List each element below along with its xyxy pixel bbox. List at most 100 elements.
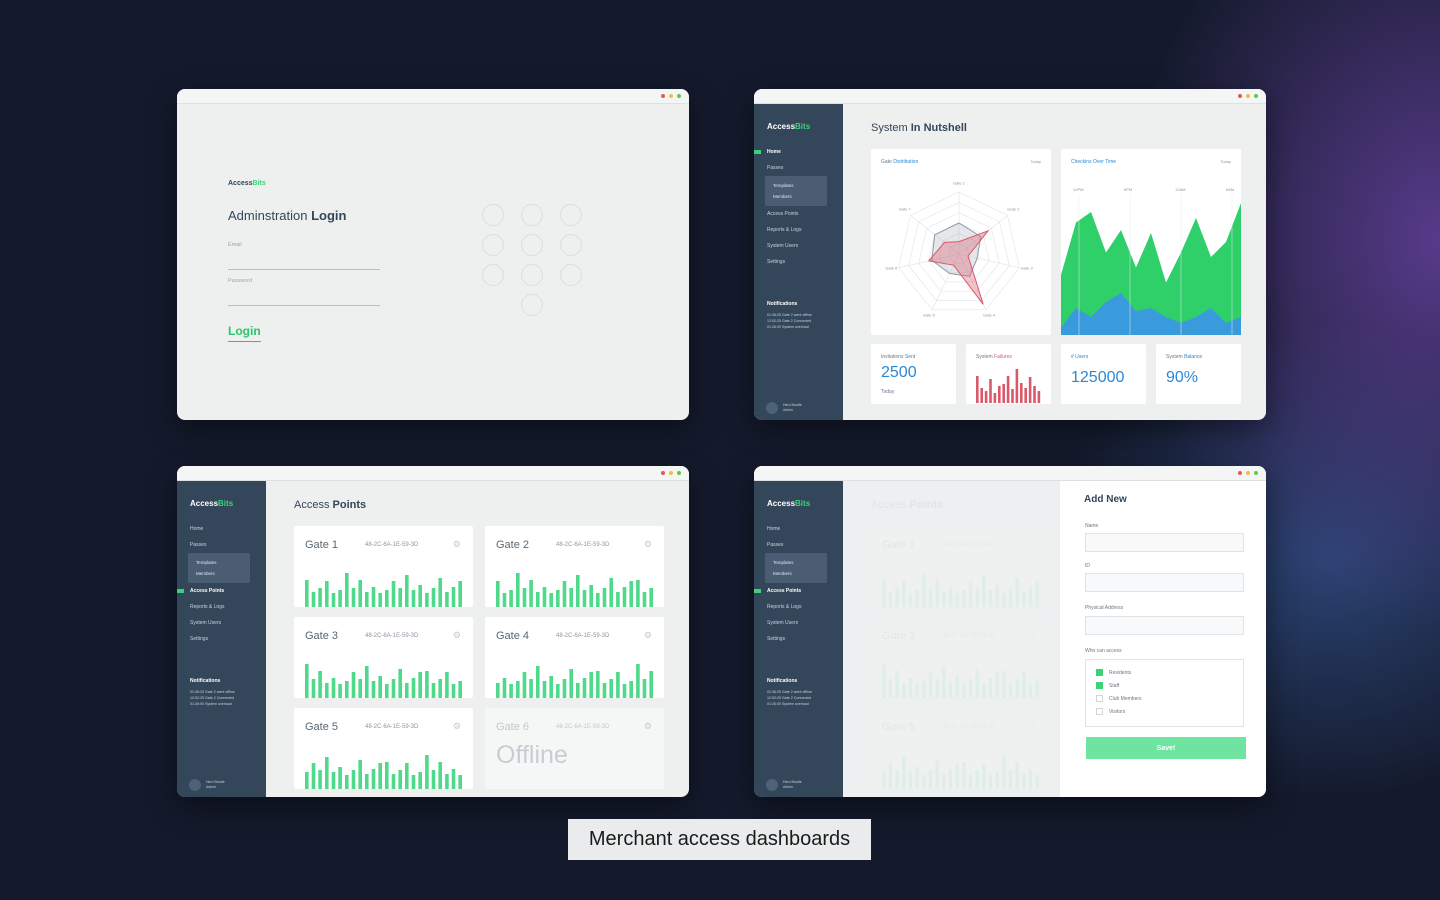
user-profile[interactable]: Hero Brodie Admin bbox=[766, 779, 802, 791]
gear-icon[interactable]: ⚙ bbox=[452, 539, 461, 549]
access-option[interactable]: Staff bbox=[1096, 679, 1233, 692]
access-option[interactable]: Visitors bbox=[1096, 705, 1233, 718]
avatar[interactable] bbox=[766, 402, 778, 414]
gear-icon[interactable]: ⚙ bbox=[643, 539, 652, 549]
password-field[interactable] bbox=[228, 305, 380, 306]
keypad-circle bbox=[521, 234, 543, 256]
maximize-icon[interactable] bbox=[677, 94, 681, 98]
sidebar-subitem-members[interactable]: Members bbox=[196, 571, 215, 576]
address-field[interactable] bbox=[1085, 616, 1244, 635]
name-field[interactable] bbox=[1085, 533, 1244, 552]
sidebar-item-home[interactable]: Home bbox=[767, 526, 781, 532]
sidebar-item-passes[interactable]: Passes bbox=[767, 542, 784, 548]
sidebar-item-settings[interactable]: Settings bbox=[190, 636, 209, 642]
checkbox[interactable] bbox=[1096, 695, 1103, 702]
gate-activity-bar bbox=[358, 580, 362, 607]
checkbox[interactable] bbox=[1096, 708, 1103, 715]
gear-icon[interactable]: ⚙ bbox=[452, 630, 461, 640]
sidebar-item-reports-logs[interactable]: Reports & Logs bbox=[190, 604, 225, 610]
sidebar-item-access-points[interactable]: Access Points bbox=[767, 211, 799, 217]
user-profile[interactable]: Hero Brodie Admin bbox=[189, 779, 225, 791]
gate-activity-bar bbox=[411, 678, 416, 698]
gate-activity-bar bbox=[351, 588, 356, 607]
close-icon[interactable] bbox=[661, 94, 665, 98]
maximize-icon[interactable] bbox=[1254, 94, 1258, 98]
gear-icon[interactable]: ⚙ bbox=[643, 630, 652, 640]
sidebar-subitem-members[interactable]: Members bbox=[773, 571, 792, 576]
period-selector[interactable]: Today bbox=[1030, 159, 1041, 164]
gate-activity-bar bbox=[496, 581, 500, 607]
close-icon[interactable] bbox=[1238, 471, 1242, 475]
maximize-icon[interactable] bbox=[677, 471, 681, 475]
radar-axis-label: Gate 4 bbox=[983, 313, 996, 318]
sidebar-item-home[interactable]: Home bbox=[754, 148, 837, 164]
period-selector[interactable]: Today bbox=[1220, 159, 1231, 164]
avatar[interactable] bbox=[189, 779, 201, 791]
sidebar-item-system-users[interactable]: System Users bbox=[190, 620, 222, 626]
sidebar-item-home[interactable]: Home bbox=[190, 526, 204, 532]
gate-card[interactable]: Gate 3 48-2C-6A-1E-59-3D ⚙ bbox=[294, 617, 473, 698]
minimize-icon[interactable] bbox=[669, 471, 673, 475]
sidebar-item-system-users[interactable]: System Users bbox=[767, 620, 799, 626]
gear-icon[interactable]: ⚙ bbox=[643, 721, 652, 731]
window-controls[interactable] bbox=[1238, 471, 1258, 475]
radar-axis bbox=[958, 253, 987, 310]
sidebar-item-settings[interactable]: Settings bbox=[767, 636, 786, 642]
gate-card[interactable]: Gate 5 48-2C-6A-1E-59-3D ⚙ bbox=[294, 708, 473, 789]
sidebar-item-reports-logs[interactable]: Reports & Logs bbox=[767, 227, 802, 233]
sidebar-item-passes[interactable]: Passes bbox=[767, 165, 784, 171]
gate-activity-bar bbox=[522, 588, 527, 607]
window-controls[interactable] bbox=[661, 94, 681, 98]
gate-activity-bar bbox=[351, 770, 356, 789]
gate-card[interactable]: Gate 1 48-2C-6A-1E-59-3D ⚙ bbox=[294, 526, 473, 607]
sidebar-item-access-points[interactable]: Access Points bbox=[754, 587, 837, 603]
sidebar-subitem-templates[interactable]: Templates bbox=[773, 183, 794, 188]
email-field[interactable] bbox=[228, 269, 380, 270]
sidebar-subitem-templates[interactable]: Templates bbox=[196, 560, 217, 565]
sidebar-item-system-users[interactable]: System Users bbox=[767, 243, 799, 249]
sidebar: AccessBits Home Passes Templates Members Acce… bbox=[754, 481, 843, 797]
radar-series-b bbox=[927, 229, 990, 305]
close-icon[interactable] bbox=[661, 471, 665, 475]
id-field[interactable] bbox=[1085, 573, 1244, 592]
checkbox[interactable] bbox=[1096, 669, 1103, 676]
maximize-icon[interactable] bbox=[1254, 471, 1258, 475]
save-button[interactable]: Save! bbox=[1086, 737, 1246, 759]
window-titlebar bbox=[177, 89, 689, 104]
panel-title: Add New bbox=[1084, 494, 1127, 505]
sidebar-subitem-members[interactable]: Members bbox=[773, 194, 792, 199]
gate-card[interactable]: Gate 6 48-2C-6A-1E-59-3D ⚙ Offline bbox=[485, 708, 664, 789]
avatar[interactable] bbox=[766, 779, 778, 791]
checkbox[interactable] bbox=[1096, 682, 1103, 689]
sidebar-item-settings[interactable]: Settings bbox=[767, 259, 786, 265]
gate-activity-bar bbox=[331, 593, 336, 607]
sidebar-item-reports-logs[interactable]: Reports & Logs bbox=[767, 604, 802, 610]
sidebar-submenu: Templates Members bbox=[188, 553, 250, 583]
minimize-icon[interactable] bbox=[669, 94, 673, 98]
sidebar-subitem-templates[interactable]: Templates bbox=[773, 560, 794, 565]
user-profile[interactable]: Hero Brodie Admin bbox=[766, 402, 802, 414]
notifications-title: Notifications bbox=[767, 301, 798, 307]
gate-activity-bar bbox=[642, 592, 647, 607]
sidebar-item-access-points[interactable]: Access Points bbox=[177, 587, 260, 603]
access-option[interactable]: Club Members bbox=[1096, 692, 1233, 705]
minimize-icon[interactable] bbox=[1246, 94, 1250, 98]
keypad-circle bbox=[482, 204, 504, 226]
keypad-circle bbox=[482, 234, 504, 256]
brand-logo: AccessBits bbox=[228, 180, 266, 187]
gate-card[interactable]: Gate 4 48-2C-6A-1E-59-3D ⚙ bbox=[485, 617, 664, 698]
failures-card: System Failures bbox=[966, 344, 1051, 404]
close-icon[interactable] bbox=[1238, 94, 1242, 98]
access-option[interactable]: Residents bbox=[1096, 666, 1233, 679]
window-controls[interactable] bbox=[661, 471, 681, 475]
minimize-icon[interactable] bbox=[1246, 471, 1250, 475]
login-button[interactable]: Login bbox=[228, 324, 261, 342]
gear-icon[interactable]: ⚙ bbox=[452, 721, 461, 731]
gate-card[interactable]: Gate 2 48-2C-6A-1E-59-3D ⚙ bbox=[485, 526, 664, 607]
gate-activity-chart bbox=[496, 573, 653, 607]
gate-activity-bar bbox=[345, 681, 349, 698]
sidebar-item-passes[interactable]: Passes bbox=[190, 542, 207, 548]
window-controls[interactable] bbox=[1238, 94, 1258, 98]
radar-axis-label: Gate 2 bbox=[1007, 207, 1020, 212]
modal-overlay[interactable] bbox=[843, 481, 1059, 797]
